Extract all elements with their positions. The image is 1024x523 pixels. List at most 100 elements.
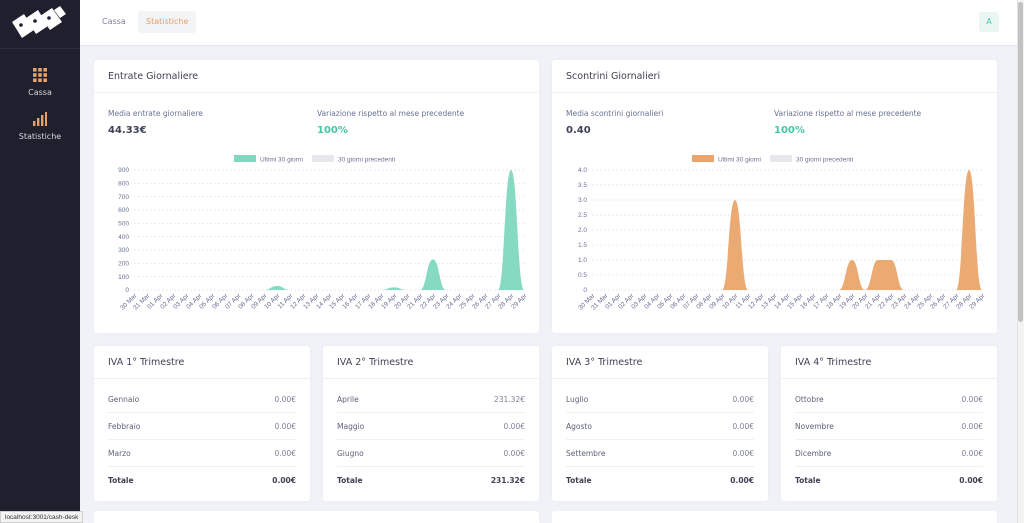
y-tick-label: 500 bbox=[118, 221, 129, 228]
scrollbar-thumb[interactable] bbox=[1018, 2, 1023, 322]
total-row: Totale 0.00€ bbox=[566, 468, 754, 494]
iva-card-q3: IVA 3° Trimestre Luglio 0.00€ Agosto 0.00€… bbox=[552, 346, 768, 501]
month-label: Febbraio bbox=[108, 422, 141, 431]
variation-value: 100% bbox=[317, 125, 348, 136]
legend-label: 30 giorni precedenti bbox=[796, 157, 853, 164]
card-divider bbox=[781, 378, 997, 379]
y-tick-label: 600 bbox=[118, 207, 129, 214]
iva-card-q4: IVA 4° Trimestre Ottobre 0.00€ Novembre 0.… bbox=[781, 346, 997, 501]
y-tick-label: 100 bbox=[118, 274, 129, 281]
month-label: Luglio bbox=[566, 395, 589, 404]
tab-statistiche[interactable]: Statistiche bbox=[138, 11, 197, 33]
y-tick-label: 900 bbox=[118, 167, 129, 174]
tab-cassa[interactable]: Cassa bbox=[102, 17, 126, 26]
y-tick-label: 3.5 bbox=[578, 182, 587, 189]
total-label: Totale bbox=[337, 476, 363, 485]
month-label: Dicembre bbox=[795, 449, 832, 458]
amount-value: 0.00€ bbox=[274, 422, 296, 431]
sidebar-divider bbox=[0, 48, 80, 49]
month-label: Settembre bbox=[566, 449, 606, 458]
legend-label: 30 giorni precedenti bbox=[338, 157, 395, 164]
scontrini-card: Scontrini Giornalieri Media scontrini gi… bbox=[552, 60, 997, 333]
y-tick-label: 1.0 bbox=[578, 257, 587, 264]
y-tick-label: 300 bbox=[118, 247, 129, 254]
variation-label: Variazione rispetto al mese precedente bbox=[317, 109, 465, 118]
amount-value: 0.00€ bbox=[961, 449, 983, 458]
y-tick-label: 800 bbox=[118, 181, 129, 188]
amount-value: 0.00€ bbox=[274, 449, 296, 458]
amount-value: 0.00€ bbox=[732, 449, 754, 458]
sidebar-item-cassa[interactable]: Cassa bbox=[0, 68, 80, 112]
amount-value: 0.00€ bbox=[503, 422, 525, 431]
avatar[interactable]: A bbox=[979, 12, 999, 32]
grid-icon bbox=[33, 68, 47, 82]
card-title: IVA 1° Trimestre bbox=[108, 357, 185, 368]
card-divider bbox=[94, 92, 539, 93]
total-row: Totale 0.00€ bbox=[108, 468, 296, 494]
total-label: Totale bbox=[566, 476, 592, 485]
card-title: Entrate Giornaliere bbox=[108, 71, 199, 82]
next-card-left bbox=[94, 511, 539, 523]
entrate-card: Entrate Giornaliere Media entrate giorna… bbox=[94, 60, 539, 333]
top-bar: Cassa Statistiche A bbox=[80, 0, 1017, 46]
x-tick-label: 29 Apr bbox=[510, 292, 529, 311]
month-label: Maggio bbox=[337, 422, 365, 431]
card-divider bbox=[323, 378, 539, 379]
amount-value: 0.00€ bbox=[732, 422, 754, 431]
next-card-right bbox=[552, 511, 997, 523]
card-divider bbox=[94, 378, 310, 379]
month-label: Agosto bbox=[566, 422, 592, 431]
media-label: Media entrate giornaliere bbox=[108, 109, 203, 118]
sidebar-item-label: Statistiche bbox=[18, 132, 62, 141]
y-tick-label: 4.0 bbox=[578, 167, 587, 174]
table-row: Ottobre 0.00€ bbox=[795, 387, 983, 413]
chart-plot-group: Ultimi 30 giorni 30 giorni precedenti 4.0 3… bbox=[577, 155, 987, 312]
y-tick-label: 0 bbox=[583, 287, 587, 294]
total-value: 231.32€ bbox=[490, 476, 525, 485]
entrate-chart: Ultimi 30 giorni 30 giorni precedenti 900 8… bbox=[118, 155, 529, 312]
table-row: Agosto 0.00€ bbox=[566, 414, 754, 440]
table-row: Giugno 0.00€ bbox=[337, 441, 525, 467]
y-tick-label: 200 bbox=[118, 261, 129, 268]
y-tick-label: 0.5 bbox=[578, 272, 587, 279]
table-row: Marzo 0.00€ bbox=[108, 441, 296, 467]
card-divider bbox=[552, 378, 768, 379]
sidebar: Cassa Statistiche bbox=[0, 0, 80, 523]
card-divider bbox=[552, 92, 997, 93]
amount-value: 0.00€ bbox=[503, 449, 525, 458]
card-title: IVA 3° Trimestre bbox=[566, 357, 643, 368]
amount-value: 0.00€ bbox=[274, 395, 296, 404]
amount-value: 231.32€ bbox=[493, 395, 525, 404]
table-row: Settembre 0.00€ bbox=[566, 441, 754, 467]
total-label: Totale bbox=[108, 476, 134, 485]
sidebar-item-statistiche[interactable]: Statistiche bbox=[0, 112, 80, 156]
legend-label: Ultimi 30 giorni bbox=[718, 157, 761, 164]
total-label: Totale bbox=[795, 476, 821, 485]
scrollbar[interactable] bbox=[1017, 0, 1024, 523]
y-tick-label: 2.0 bbox=[578, 227, 587, 234]
amount-value: 0.00€ bbox=[961, 395, 983, 404]
sidebar-item-label: Cassa bbox=[28, 88, 52, 97]
y-tick-label: 700 bbox=[118, 194, 129, 201]
chart-plot-group: Ultimi 30 giorni 30 giorni precedenti 900 8… bbox=[118, 155, 529, 312]
y-tick-label: 2.5 bbox=[578, 212, 587, 219]
app-logo[interactable] bbox=[10, 6, 68, 40]
total-value: 0.00€ bbox=[959, 476, 983, 485]
y-tick-label: 1.5 bbox=[578, 242, 587, 249]
month-label: Gennaio bbox=[108, 395, 140, 404]
table-row: Aprile 231.32€ bbox=[337, 387, 525, 413]
y-tick-label: 3.0 bbox=[578, 197, 587, 204]
table-row: Dicembre 0.00€ bbox=[795, 441, 983, 467]
media-label: Media scontrini giornalieri bbox=[566, 109, 664, 118]
series-area bbox=[134, 170, 524, 290]
card-title: Scontrini Giornalieri bbox=[566, 71, 661, 82]
variation-value: 100% bbox=[774, 125, 805, 136]
legend-swatch bbox=[234, 155, 256, 162]
month-label: Aprile bbox=[337, 395, 359, 404]
iva-card-q1: IVA 1° Trimestre Gennaio 0.00€ Febbraio 0.… bbox=[94, 346, 310, 501]
month-label: Giugno bbox=[337, 449, 364, 458]
scontrini-chart: Ultimi 30 giorni 30 giorni precedenti 4.0 3… bbox=[577, 155, 987, 312]
amount-value: 0.00€ bbox=[732, 395, 754, 404]
status-url: localhost:3001/cash-desk bbox=[0, 511, 84, 523]
variation-label: Variazione rispetto al mese precedente bbox=[774, 109, 922, 118]
